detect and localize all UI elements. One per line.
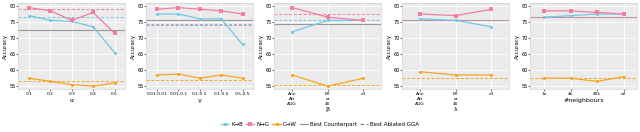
- Y-axis label: Accuracy: Accuracy: [259, 34, 264, 59]
- X-axis label: α: α: [70, 98, 74, 103]
- X-axis label: #neighbours: #neighbours: [564, 98, 604, 103]
- X-axis label: γ: γ: [198, 98, 202, 103]
- X-axis label: β: β: [326, 107, 330, 112]
- Y-axis label: Accuracy: Accuracy: [515, 34, 520, 59]
- Legend: K→B, N→G, C→W, Best Counterpart, Best Ablated GGA: K→B, N→G, C→W, Best Counterpart, Best Ab…: [219, 120, 421, 129]
- X-axis label: λ: λ: [454, 107, 458, 112]
- Y-axis label: Accuracy: Accuracy: [3, 34, 8, 59]
- Y-axis label: Accuracy: Accuracy: [131, 34, 136, 59]
- Y-axis label: Accuracy: Accuracy: [387, 34, 392, 59]
